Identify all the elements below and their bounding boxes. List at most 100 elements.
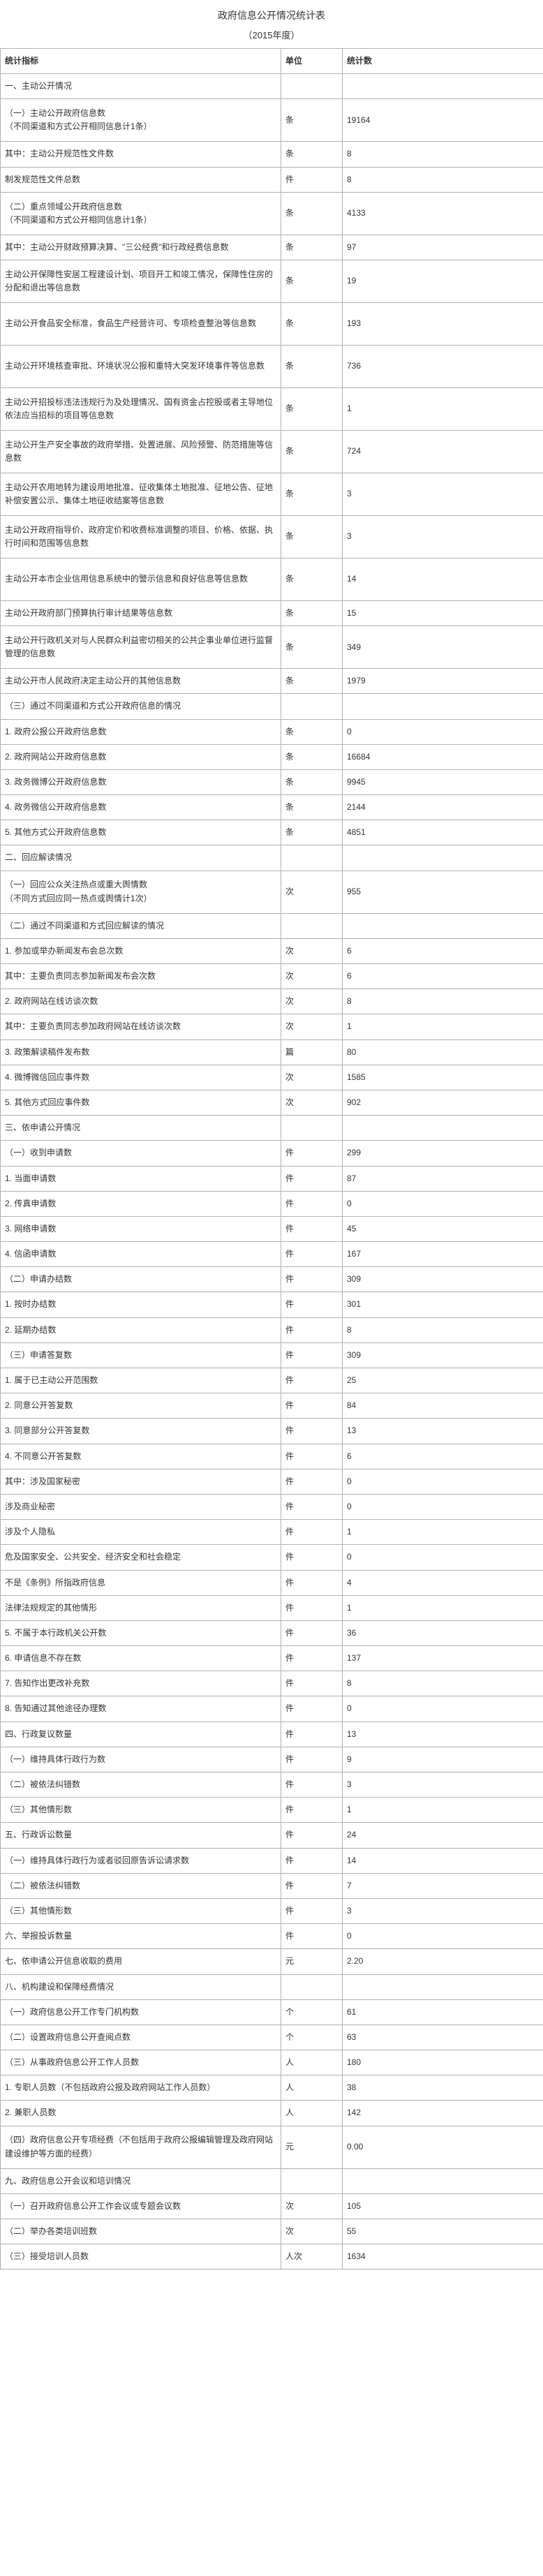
table-row: 不是《条例》所指政府信息件4 [1,1570,543,1595]
cell-indicator: （三）接受培训人员数 [1,2244,281,2270]
table-row: 主动公开招投标违法违规行为及处理情况、国有资金占控股或者主导地位依法应当招标的项… [1,387,543,430]
table-row: 主动公开政府部门预算执行审计结果等信息数条15 [1,600,543,626]
cell-count: 45 [343,1216,543,1241]
cell-count: 0.00 [343,2126,543,2168]
cell-count: 0 [343,1545,543,1570]
cell-indicator: （三）从事政府信息公开工作人员数 [1,2050,281,2075]
cell-count [343,1116,543,1141]
cell-indicator: （二）重点领域公开政府信息数（不同渠道和方式公开相同信息计1条） [1,192,281,235]
cell-indicator: （三）申请答复数 [1,1342,281,1368]
cell-unit: 条 [281,99,343,142]
table-row: （二）申请办结数件309 [1,1267,543,1292]
cell-count: 19 [343,260,543,302]
cell-count: 13 [343,1419,543,1444]
cell-unit: 件 [281,1393,343,1419]
cell-count: 3 [343,515,543,558]
cell-indicator: 2. 传真申请数 [1,1191,281,1216]
table-row: 2. 政府网站公开政府信息数条16684 [1,744,543,769]
cell-unit [281,2168,343,2193]
table-row: 1. 专职人员数（不包括政府公报及政府网站工作人员数）人38 [1,2075,543,2101]
cell-unit: 次 [281,989,343,1014]
cell-indicator: 主动公开本市企业信用信息系统中的警示信息和良好信息等信息数 [1,558,281,600]
cell-count: 1634 [343,2244,543,2270]
cell-indicator: 8. 告知通过其他途径办理数 [1,1696,281,1722]
cell-count: 80 [343,1039,543,1065]
table-row: 五、行政诉讼数量件24 [1,1823,543,1848]
cell-unit: 件 [281,1696,343,1722]
cell-indicator: 4. 不同意公开答复数 [1,1444,281,1469]
cell-indicator: 5. 其他方式回应事件数 [1,1090,281,1115]
cell-count: 13 [343,1722,543,1747]
cell-unit: 条 [281,820,343,845]
cell-unit: 件 [281,1216,343,1241]
cell-unit: 次 [281,2193,343,2219]
cell-indicator: 1. 按时办结数 [1,1292,281,1317]
table-row: （二）被依法纠错数件7 [1,1873,543,1898]
table-row: 主动公开食品安全标准，食品生产经营许可、专项检查整治等信息数条193 [1,302,543,345]
cell-count [343,913,543,938]
cell-unit: 条 [281,600,343,626]
cell-unit: 次 [281,964,343,989]
cell-unit: 件 [281,1141,343,1166]
table-row: （三）接受培训人员数人次1634 [1,2244,543,2270]
cell-count: 0 [343,1469,543,1494]
cell-indicator: 2. 政府网站在线访谈次数 [1,989,281,1014]
cell-count: 19164 [343,99,543,142]
cell-unit: 件 [281,1898,343,1923]
cell-unit: 次 [281,2219,343,2244]
cell-indicator: 九、政府信息公开会议和培训情况 [1,2168,281,2193]
cell-unit: 次 [281,1014,343,1039]
cell-indicator: （二）申请办结数 [1,1267,281,1292]
table-row: （三）申请答复数件309 [1,1342,543,1368]
cell-indicator: （二）设置政府信息公开查阅点数 [1,2024,281,2050]
table-row: 主动公开农用地转为建设用地批准、征收集体土地批准、征地公告、征地补偿安置公示、集… [1,473,543,515]
cell-indicator: 3. 政务微博公开政府信息数 [1,769,281,794]
cell-indicator: 4. 微博微信回应事件数 [1,1065,281,1090]
table-row: 主动公开保障性安居工程建设计划、项目开工和竣工情况，保障性住房的分配和退出等信息… [1,260,543,302]
cell-unit: 件 [281,1545,343,1570]
cell-indicator: （一）维持具体行政行为数 [1,1747,281,1772]
cell-unit: 条 [281,744,343,769]
cell-indicator: 其中：主动公开财政预算决算、"三公经费"和行政经费信息数 [1,235,281,260]
cell-unit [281,1116,343,1141]
cell-count: 902 [343,1090,543,1115]
cell-count: 955 [343,871,543,913]
cell-unit: 件 [281,1772,343,1798]
cell-indicator: （一）收到申请数 [1,1141,281,1166]
table-row: 危及国家安全、公共安全、经济安全和社会稳定件0 [1,1545,543,1570]
statistics-table: 统计指标 单位 统计数 一、主动公开情况（一）主动公开政府信息数（不同渠道和方式… [0,48,543,2270]
table-row: 1. 参加或举办新闻发布会总次数次6 [1,938,543,963]
cell-indicator: （二）被依法纠错数 [1,1772,281,1798]
page-subtitle: （2015年度） [0,25,543,48]
cell-unit: 条 [281,192,343,235]
cell-count: 6 [343,1444,543,1469]
cell-count: 4133 [343,192,543,235]
cell-count [343,74,543,99]
cell-count: 63 [343,2024,543,2050]
table-row: （三）通过不同渠道和方式公开政府信息的情况 [1,694,543,719]
col-indicator: 统计指标 [1,49,281,74]
table-header-row: 统计指标 单位 统计数 [1,49,543,74]
cell-count: 0 [343,1191,543,1216]
table-row: 涉及个人隐私件1 [1,1520,543,1545]
table-row: 九、政府信息公开会议和培训情况 [1,2168,543,2193]
table-row: 2. 延期办结数件8 [1,1317,543,1342]
table-row: （三）其他情形数件3 [1,1898,543,1923]
cell-count: 193 [343,302,543,345]
cell-indicator: 3. 同意部分公开答复数 [1,1419,281,1444]
cell-indicator: 涉及商业秘密 [1,1494,281,1519]
cell-unit [281,74,343,99]
cell-indicator: 主动公开招投标违法违规行为及处理情况、国有资金占控股或者主导地位依法应当招标的项… [1,387,281,430]
cell-unit: 条 [281,302,343,345]
cell-indicator: 主动公开保障性安居工程建设计划、项目开工和竣工情况，保障性住房的分配和退出等信息… [1,260,281,302]
cell-unit: 件 [281,1317,343,1342]
cell-count: 97 [343,235,543,260]
cell-unit: 件 [281,1166,343,1191]
cell-unit: 次 [281,1090,343,1115]
cell-unit: 条 [281,260,343,302]
cell-indicator: （一）召开政府信息公开工作会议或专题会议数 [1,2193,281,2219]
table-row: 2. 兼职人员数人142 [1,2101,543,2126]
table-row: 8. 告知通过其他途径办理数件0 [1,1696,543,1722]
cell-unit: 件 [281,1595,343,1620]
cell-count: 4 [343,1570,543,1595]
